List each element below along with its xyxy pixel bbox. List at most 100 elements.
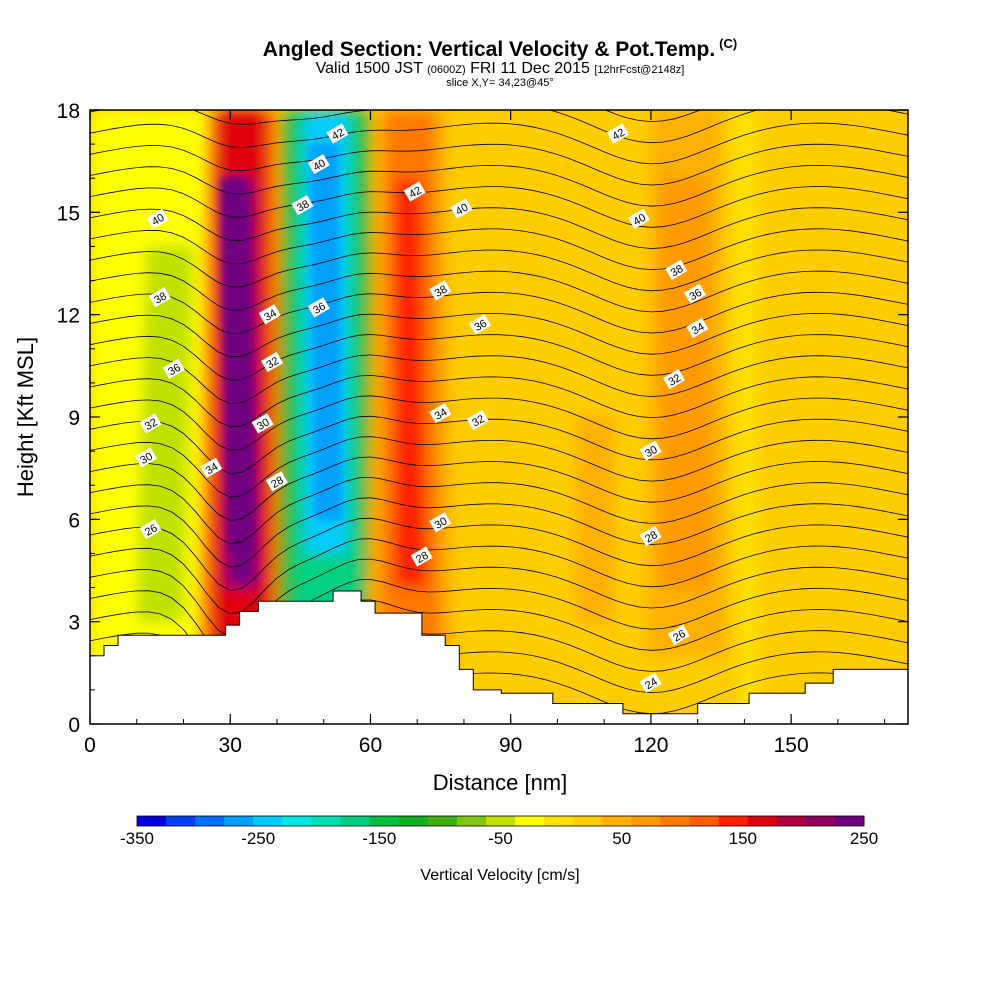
contour-label-text: 32 xyxy=(264,355,281,372)
colorbar-tick-label: 150 xyxy=(729,829,757,848)
contour-label-text: 38 xyxy=(669,263,686,280)
x-tick-label: 90 xyxy=(499,734,522,757)
contour-label: 36 xyxy=(684,283,707,304)
contour-label-text: 24 xyxy=(643,676,660,693)
contour-label-text: 36 xyxy=(166,362,183,379)
contour-label: 28 xyxy=(410,546,433,567)
contour-label: 30 xyxy=(134,447,157,468)
colorbar-swatch xyxy=(573,816,603,826)
contour-label-text: 34 xyxy=(204,461,221,478)
theta-contour-line xyxy=(90,249,908,292)
contour-label-text: 28 xyxy=(414,550,431,567)
contour-label: 40 xyxy=(307,154,330,175)
contour-label-bg xyxy=(469,314,492,335)
contour-label-text: 42 xyxy=(610,127,627,144)
contour-label-bg xyxy=(466,409,489,431)
contour-label: 26 xyxy=(667,624,690,645)
contour-label-text: 38 xyxy=(433,283,450,300)
colorbar-swatch xyxy=(805,816,836,826)
contour-label-text: 26 xyxy=(143,522,160,539)
plume-core-3 xyxy=(150,246,170,554)
theta-contour-line xyxy=(90,395,908,451)
theta-contour-line xyxy=(90,436,908,498)
contour-label-bg xyxy=(606,123,629,144)
contour-label: 40 xyxy=(146,208,169,229)
band-mid-orange xyxy=(576,417,614,622)
contour-label: 34 xyxy=(258,304,281,325)
contour-label-bg xyxy=(307,154,330,175)
y-tick-label: 0 xyxy=(68,714,80,737)
theta-contour-line xyxy=(90,456,908,521)
colorbar-swatch xyxy=(398,816,429,826)
contour-label-text: 40 xyxy=(150,212,167,229)
contour-label: 38 xyxy=(429,280,452,301)
contour-label-bg xyxy=(663,368,686,390)
contour-label-bg xyxy=(148,287,171,308)
contour-label-bg xyxy=(639,525,662,547)
contour-label-text: 30 xyxy=(643,444,660,461)
colorbar-swatch xyxy=(834,816,865,826)
contour-label: 40 xyxy=(627,208,650,229)
contour-label-bg xyxy=(134,447,157,468)
contour-label-text: 32 xyxy=(666,372,683,389)
x-tick-label: 120 xyxy=(633,734,668,757)
contour-label: 24 xyxy=(639,672,662,693)
contour-label-bg xyxy=(403,181,426,202)
colorbar-swatch xyxy=(137,816,167,826)
colorbar-tick-label: 250 xyxy=(850,829,878,848)
contour-label-bg xyxy=(261,351,284,373)
colorbar-swatch xyxy=(515,816,545,826)
theta-contour-line xyxy=(90,207,908,249)
colorbar-frame xyxy=(136,815,865,827)
theta-contour-line xyxy=(90,538,908,615)
contour-label-text: 30 xyxy=(433,515,450,532)
colorbar-tick-label: -50 xyxy=(488,829,513,848)
contour-label-text: 32 xyxy=(143,416,160,433)
y-axis-label: Height [Kft MSL] xyxy=(13,337,38,497)
colorbar-tick-label: -250 xyxy=(241,829,275,848)
contour-label-text: 32 xyxy=(470,413,487,430)
contour-label-bg xyxy=(162,358,185,379)
theta-contour-line xyxy=(90,660,908,724)
contour-label-text: 36 xyxy=(472,318,489,335)
contour-label-bg xyxy=(667,624,690,645)
subtitle-fcst: [12hrFcst@2148z] xyxy=(594,64,685,76)
contour-label-bg xyxy=(265,471,288,492)
velocity-field xyxy=(90,110,759,724)
contour-label-bg xyxy=(258,304,281,325)
contour-label-text: 38 xyxy=(295,198,312,215)
contour-label-bg xyxy=(684,283,707,304)
contour-label-text: 34 xyxy=(690,321,707,338)
y-tick-label: 3 xyxy=(68,612,80,635)
theta-contour-line xyxy=(90,186,908,228)
colorbar-tick-label: -150 xyxy=(362,829,396,848)
contour-label: 42 xyxy=(403,181,426,202)
contour-label-text: 42 xyxy=(407,185,424,202)
contour-label-bg xyxy=(291,194,314,216)
colorbar-swatch xyxy=(224,816,254,826)
y-tick-label: 15 xyxy=(57,202,80,225)
colorbar-swatch xyxy=(776,816,807,826)
contour-label: 26 xyxy=(139,519,162,540)
contour-label: 28 xyxy=(265,471,288,492)
contour-label-bg xyxy=(326,123,349,144)
contour-label-text: 40 xyxy=(631,212,648,229)
colorbar-swatch xyxy=(166,816,196,826)
theta-contour-line xyxy=(90,270,908,313)
colorbar-swatch xyxy=(747,816,778,826)
contour-label: 28 xyxy=(639,525,662,547)
colorbar: -350 -250 -150 -50 50 150 250 xyxy=(120,815,878,848)
terrain xyxy=(90,590,908,724)
contour-label: 30 xyxy=(639,440,662,461)
theta-contour-line xyxy=(90,497,908,568)
contour-label-text: 26 xyxy=(671,628,688,645)
contour-label: 32 xyxy=(466,409,489,431)
colorbar-title: Vertical Velocity [cm/s] xyxy=(420,867,579,884)
contour-label-text: 40 xyxy=(454,202,471,219)
colorbar-swatch xyxy=(282,816,312,826)
contour-label-text: 40 xyxy=(311,157,328,174)
title-unit: (C) xyxy=(719,36,738,51)
colorbar-swatch xyxy=(311,816,342,826)
